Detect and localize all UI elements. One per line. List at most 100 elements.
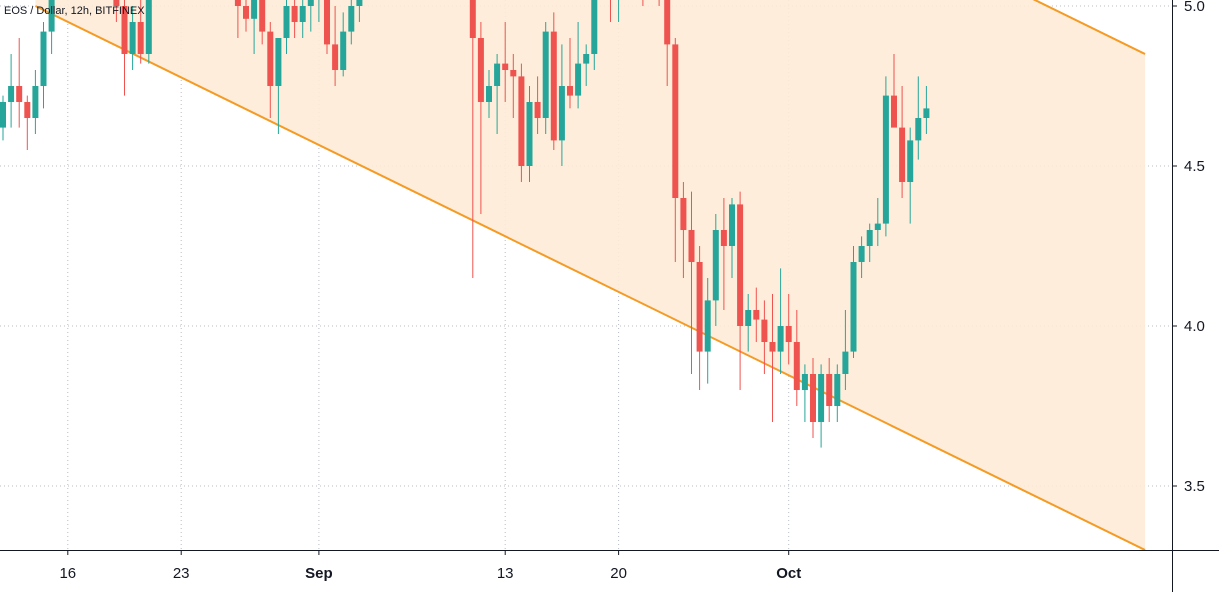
candle-67 (542, 22, 549, 134)
x-tick-label-1: 23 (173, 565, 190, 582)
candle-body (891, 95, 897, 128)
candle-96 (777, 268, 784, 374)
candle-body (113, 0, 120, 6)
chart-title: EOS / Dollar, 12h, BITFINEX (4, 5, 145, 17)
candle-106 (858, 236, 865, 278)
candle-body (477, 38, 484, 102)
candle-body (801, 374, 808, 390)
y-tick-label-0: 3.5 (1184, 478, 1205, 495)
candle-98 (793, 310, 800, 406)
candle-40 (324, 0, 330, 54)
candle-30 (243, 0, 249, 32)
candle-36 (291, 0, 298, 38)
y-tick-label-2: 4.5 (1184, 158, 1205, 175)
candle-101 (818, 364, 825, 448)
candle-95 (769, 294, 776, 422)
candle-76 (618, 0, 620, 22)
candle-15 (121, 0, 128, 96)
candle-body (712, 230, 719, 301)
candle-97 (785, 294, 792, 365)
candle-body (753, 310, 760, 320)
candle-16 (129, 6, 136, 70)
candle-58 (469, 0, 476, 278)
candle-body (16, 86, 23, 102)
candle-body (850, 262, 857, 352)
candle-body (283, 6, 290, 38)
candle-35 (283, 0, 290, 54)
candle-3 (24, 95, 31, 150)
candle-body (575, 63, 582, 96)
candle-body (243, 6, 249, 19)
candle-body (251, 0, 258, 19)
candle-29 (234, 0, 241, 38)
candle-body (769, 342, 776, 352)
candle-body (688, 230, 695, 262)
candle-body (356, 0, 363, 6)
candle-body (761, 319, 768, 342)
candle-body (502, 63, 509, 70)
candle-body (923, 108, 930, 118)
candle-72 (583, 44, 590, 86)
candle-88 (712, 214, 719, 326)
candle-41 (332, 6, 339, 86)
candle-68 (550, 12, 557, 150)
candle-body (672, 44, 679, 199)
candle-82 (664, 0, 671, 86)
candle-63 (510, 54, 517, 118)
candle-84 (680, 182, 687, 278)
candle-body (567, 86, 573, 96)
candle-107 (866, 223, 873, 262)
candle-body (785, 326, 792, 342)
candle-93 (753, 287, 760, 342)
candle-body (32, 86, 39, 118)
candle-body (745, 310, 752, 326)
candle-37 (299, 0, 306, 38)
candle-body (510, 70, 517, 77)
candle-104 (842, 310, 849, 390)
candle-body (907, 140, 914, 182)
candle-75 (610, 0, 611, 22)
channel-lower-line (34, 5, 1146, 551)
candle-body (518, 76, 525, 166)
descending-channel (34, 0, 1146, 551)
candle-61 (494, 54, 501, 134)
candle-body (324, 0, 330, 45)
candle-body (818, 374, 825, 422)
candle-69 (558, 44, 565, 166)
candle-body (0, 102, 6, 128)
candle-body (550, 31, 557, 141)
candle-body (267, 31, 274, 87)
candle-31 (251, 0, 258, 54)
candle-body (704, 300, 711, 352)
candle-32 (259, 0, 266, 45)
candle-66 (534, 76, 541, 134)
candle-body (48, 0, 55, 32)
candle-body (793, 342, 800, 390)
candle-39 (318, 0, 320, 22)
candle-100 (810, 358, 816, 438)
candle-114 (923, 86, 930, 134)
candle-body (542, 31, 549, 119)
candle-5 (40, 22, 47, 109)
candle-body (874, 223, 881, 230)
candle-body (275, 38, 282, 86)
candle-14 (113, 0, 120, 22)
candle-body (291, 6, 298, 22)
candle-body (866, 230, 873, 246)
candle-60 (486, 70, 492, 118)
candle-body (234, 0, 241, 6)
y-tick-label-3: 5.0 (1184, 0, 1205, 15)
candle-body (534, 102, 541, 118)
candle-body (558, 86, 565, 141)
candle-87 (704, 278, 711, 384)
candle-body (8, 86, 15, 102)
candle-71 (575, 22, 582, 109)
candle-body (137, 22, 144, 54)
candle-6 (48, 0, 55, 54)
candle-body (664, 0, 671, 45)
candle-38 (307, 0, 314, 32)
candle-64 (518, 63, 525, 182)
candle-59 (477, 22, 484, 214)
candle-body (680, 198, 687, 230)
